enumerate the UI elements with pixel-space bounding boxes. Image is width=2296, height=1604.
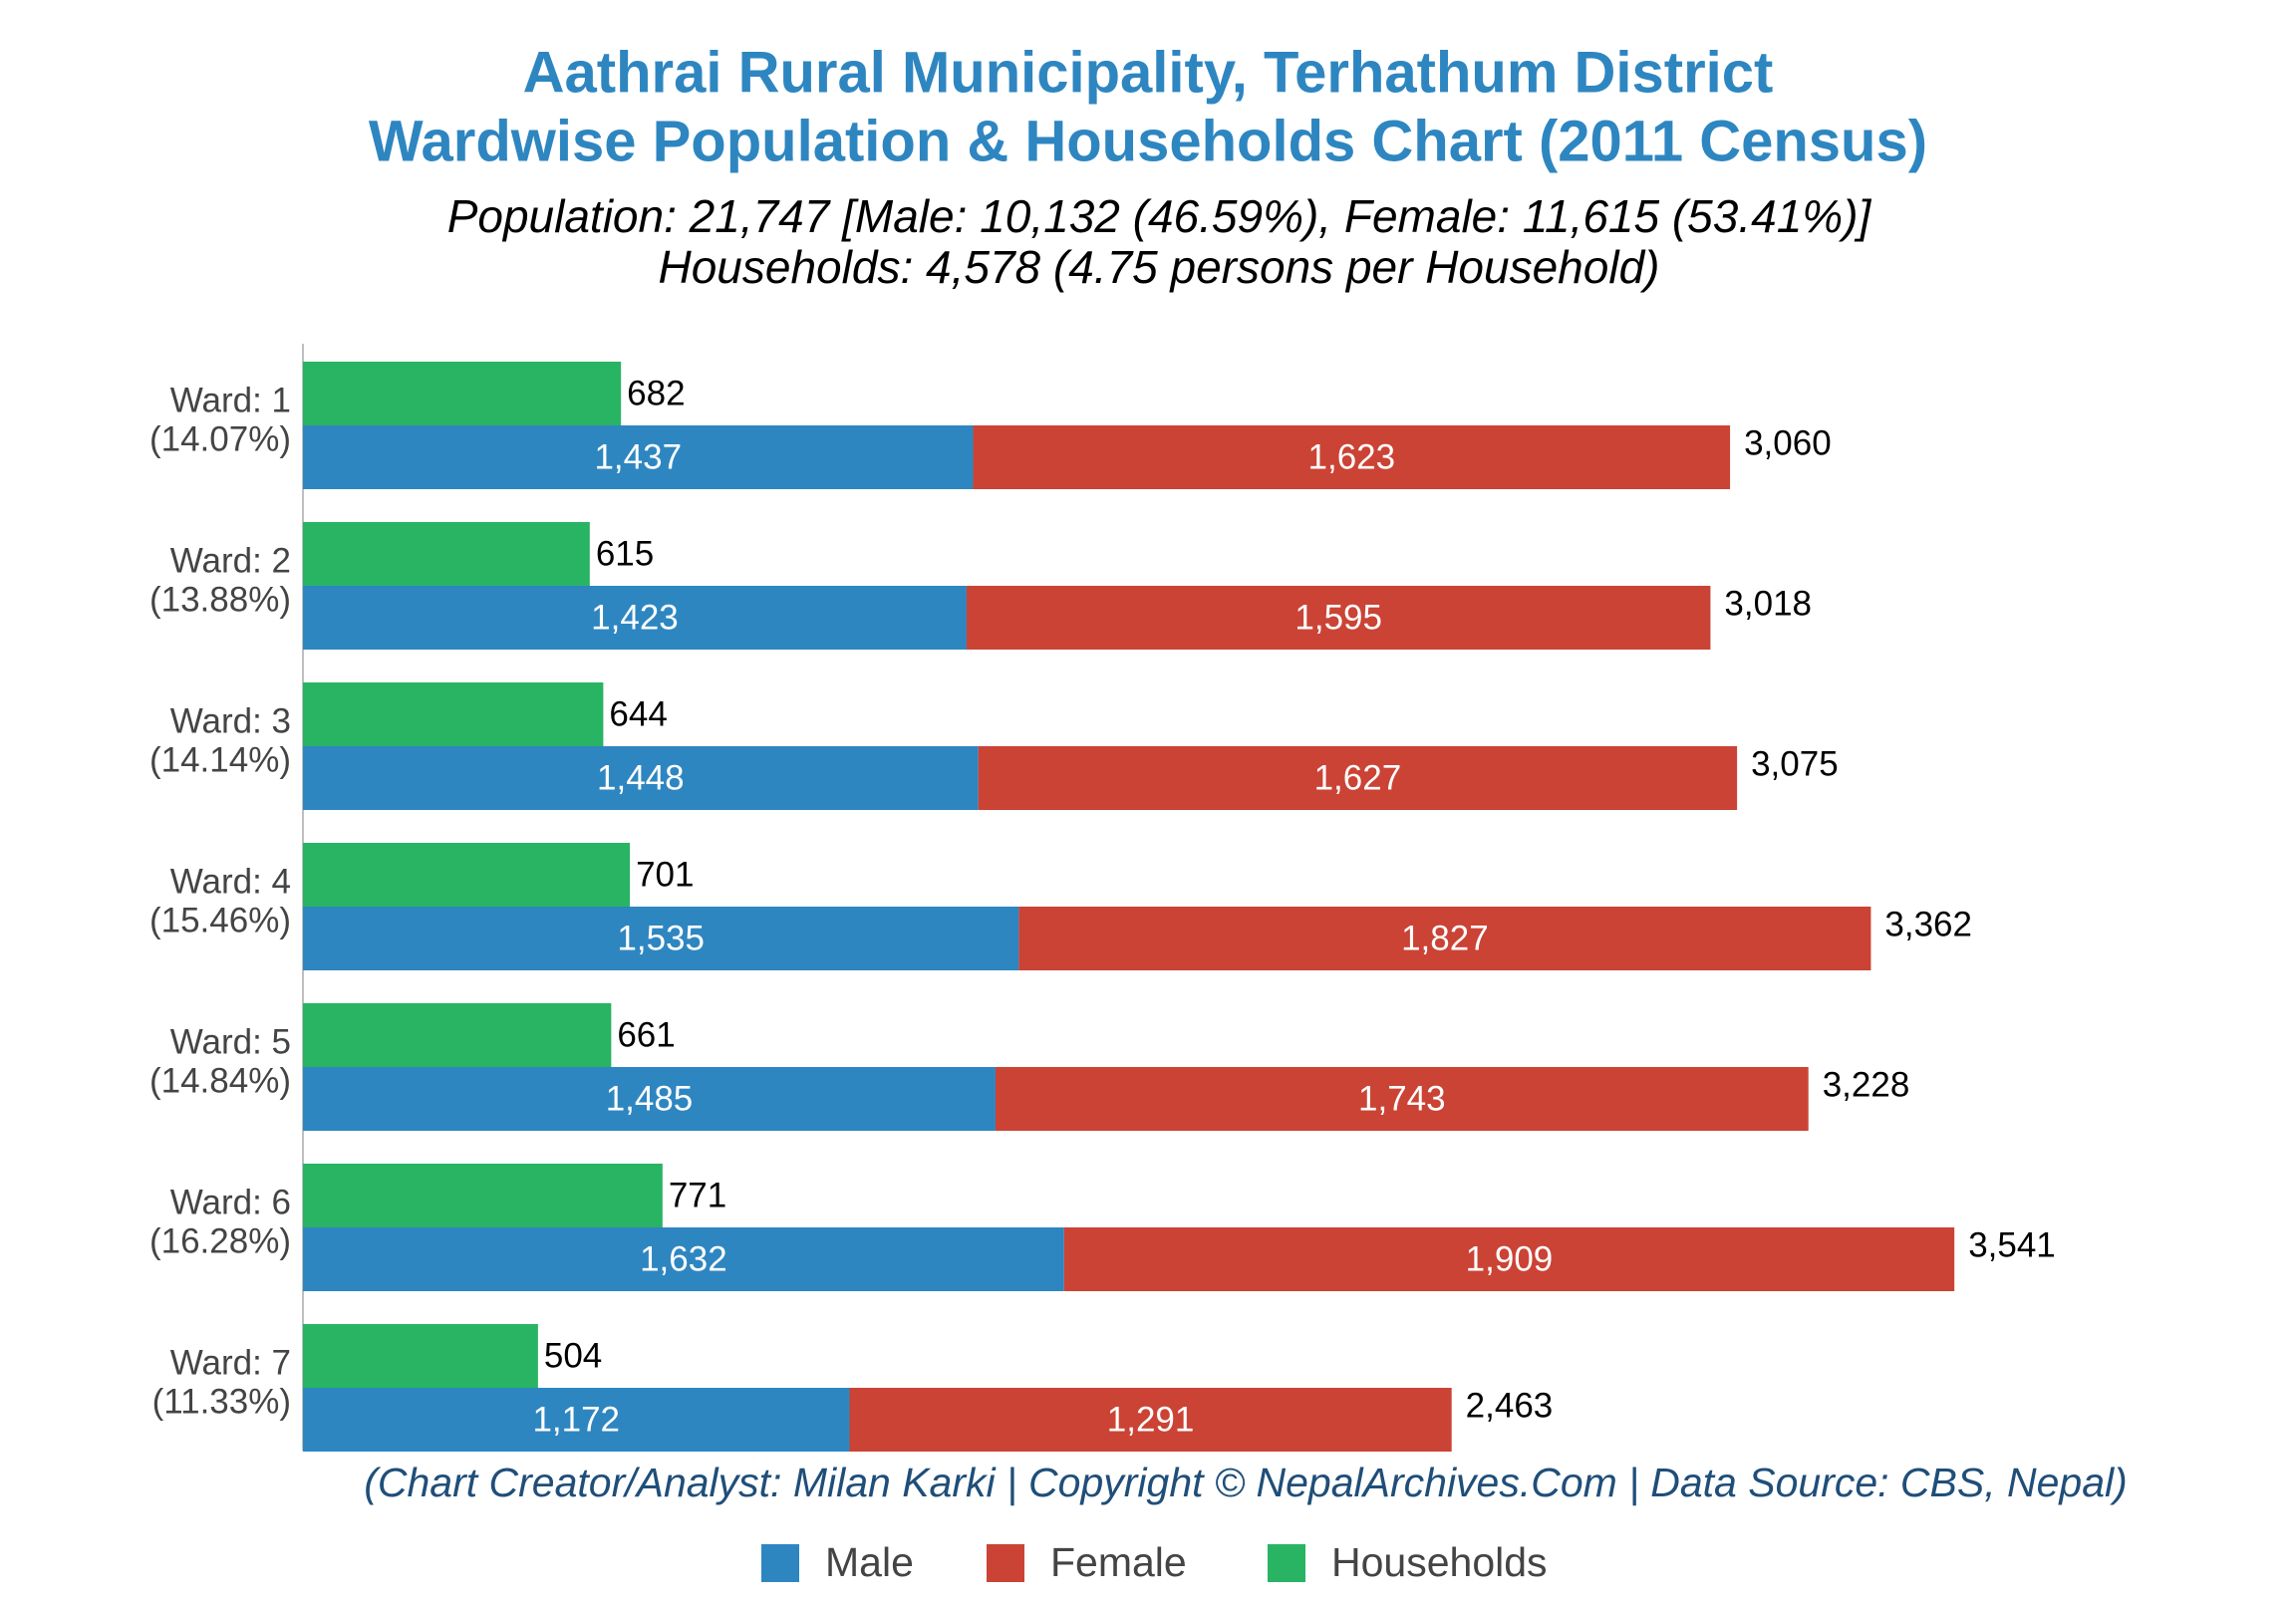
bar [303,682,604,746]
y-tick-label: Ward: 5 [170,1022,291,1061]
bar-value-label: 1,743 [1358,1079,1446,1118]
bar-value-label: 771 [669,1176,726,1214]
legend-label: Households [1331,1539,1548,1585]
bar [303,1227,1064,1291]
legend-swatch [761,1544,799,1582]
bar-value-label: 1,595 [1294,598,1382,637]
y-tick-label: Ward: 4 [170,862,291,901]
bar [1063,1227,1955,1291]
bar-value-label: 701 [636,855,694,894]
bar [303,425,974,489]
bar-value-label: 682 [627,374,685,412]
bar-value-label: 504 [544,1336,602,1375]
bar [849,1388,1452,1452]
credit: (Chart Creator/Analyst: Milan Karki | Co… [364,1460,2128,1505]
bar-value-label: 1,423 [591,598,679,637]
bar [303,1164,663,1227]
bar-value-label: 1,632 [640,1239,727,1278]
bar [303,1324,538,1388]
bar-value-label: 661 [617,1015,675,1054]
bar [966,586,1711,650]
bar-value-label: 1,172 [532,1400,620,1439]
chart-title: Wardwise Population & Households Chart (… [369,109,1927,173]
bar-value-label: 644 [609,694,667,733]
bar [978,746,1738,810]
bar [303,586,967,650]
chart-subtitle: Households: 4,578 (4.75 persons per Hous… [659,241,1660,293]
bar-value-label: 1,291 [1107,1400,1195,1439]
legend-swatch [987,1544,1024,1582]
bar [973,425,1731,489]
y-tick-label: (13.88%) [149,580,291,619]
bar [995,1067,1809,1131]
y-tick-label: Ward: 6 [170,1183,291,1221]
bar [303,746,979,810]
y-tick-label: Ward: 2 [170,541,291,580]
bar [303,1067,996,1131]
chart-subtitle: Population: 21,747 [Male: 10,132 (46.59%… [447,190,1872,242]
bar-value-label: 1,485 [606,1079,694,1118]
y-tick-label: Ward: 1 [170,381,291,419]
y-tick-label: (11.33%) [152,1382,291,1421]
total-label: 3,228 [1823,1065,1910,1104]
y-tick-label: (14.84%) [149,1061,291,1100]
bar-value-label: 1,909 [1466,1239,1554,1278]
y-tick-label: (14.07%) [149,419,291,458]
bar [303,843,631,907]
chart-title: Aathrai Rural Municipality, Terhathum Di… [523,40,1774,105]
bar-value-label: 1,448 [597,758,685,797]
bar-value-label: 615 [596,534,654,573]
total-label: 3,075 [1751,744,1839,783]
bar [303,1003,612,1067]
total-label: 3,060 [1744,423,1832,462]
bar-value-label: 1,827 [1401,919,1489,957]
legend-label: Female [1050,1539,1187,1585]
bar-value-label: 1,437 [594,437,682,476]
bar [303,1388,850,1452]
bar-value-label: 1,535 [617,919,705,957]
y-tick-label: (14.14%) [149,740,291,779]
total-label: 2,463 [1466,1386,1554,1425]
total-label: 3,018 [1724,584,1812,623]
bar [303,362,622,425]
bar [303,522,590,586]
y-tick-label: Ward: 3 [170,701,291,740]
y-tick-label: (15.46%) [149,901,291,939]
total-label: 3,541 [1968,1225,2056,1264]
legend-swatch [1268,1544,1305,1582]
bar [1018,907,1871,970]
bar-value-label: 1,623 [1308,437,1396,476]
bar-value-label: 1,627 [1314,758,1402,797]
bar [303,907,1019,970]
y-tick-label: (16.28%) [149,1221,291,1260]
total-label: 3,362 [1884,905,1972,943]
legend-label: Male [825,1539,914,1585]
y-tick-label: Ward: 7 [170,1343,291,1382]
